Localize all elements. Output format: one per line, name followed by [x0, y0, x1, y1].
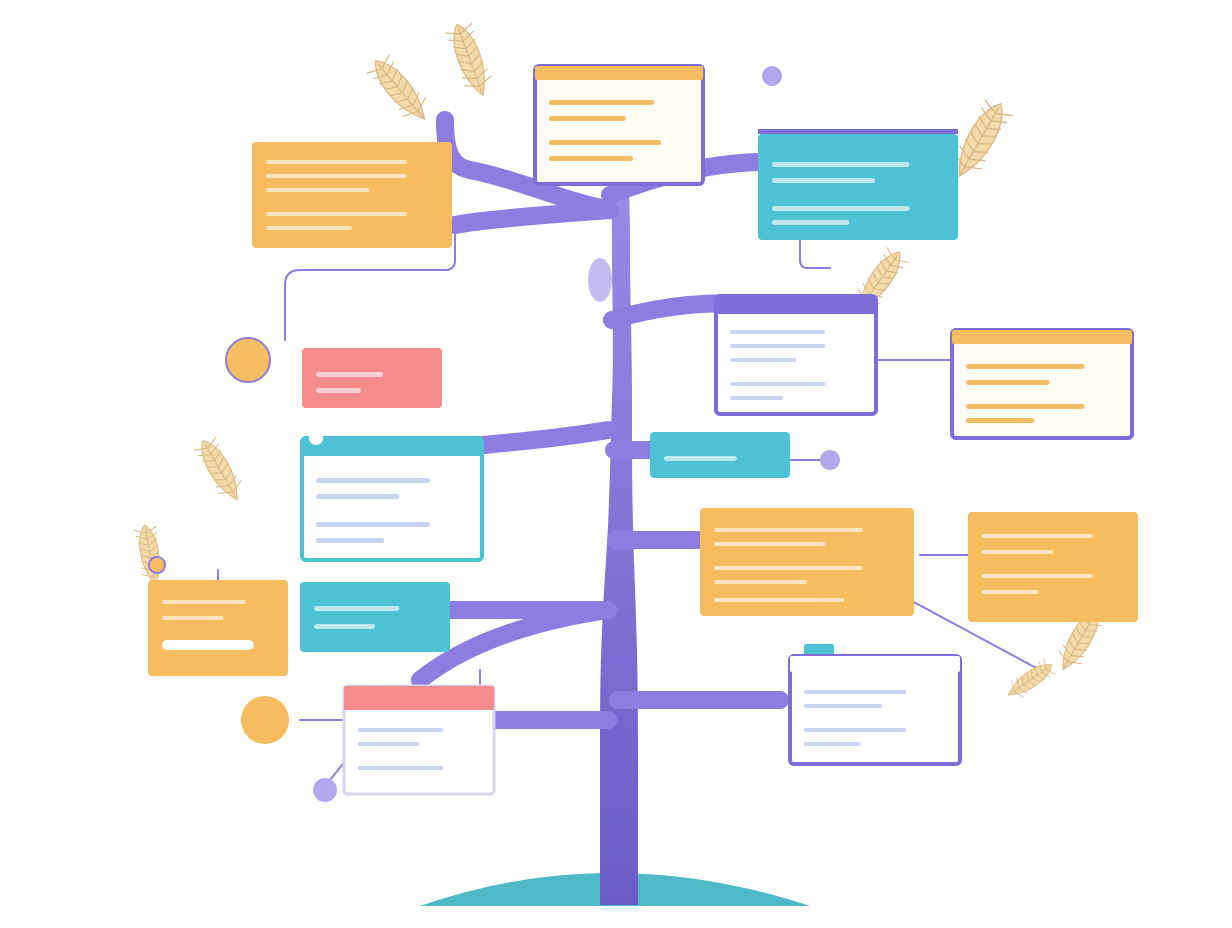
nodes [148, 66, 1138, 794]
node-far-right-card [952, 330, 1132, 438]
trunk [600, 140, 638, 905]
node-top-right-teal [758, 129, 958, 240]
node-bottom-left-card [344, 686, 494, 794]
tree-diagram [0, 0, 1232, 928]
node-mid-teal-pill [650, 432, 790, 478]
node-top-left-orange [252, 142, 452, 248]
node-top-center [535, 66, 703, 184]
node-left-coral [302, 348, 442, 408]
node-right-orange-side [968, 512, 1138, 622]
node-left-window [302, 431, 482, 560]
node-right-orange-big [700, 508, 914, 616]
node-bottom-right-window [790, 644, 960, 764]
node-left-orange-box [148, 580, 288, 676]
node-left-teal-box [300, 582, 450, 652]
node-mid-right-window [716, 296, 876, 414]
